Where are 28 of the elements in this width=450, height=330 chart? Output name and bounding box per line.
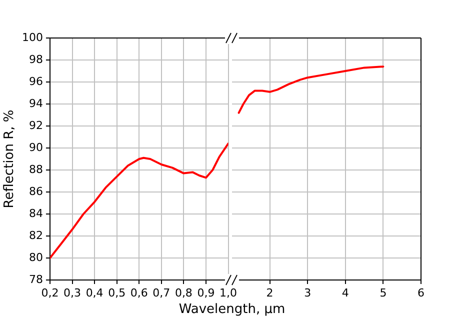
x-tick-label: 0,2 — [41, 286, 59, 300]
y-tick-label: 80 — [29, 250, 43, 264]
x-tick-label: 0,7 — [152, 286, 170, 300]
x-tick-label: 0,9 — [197, 286, 215, 300]
x-tick-label: 3 — [304, 286, 312, 300]
x-tick-label: 0,3 — [64, 286, 82, 300]
y-tick-label: 84 — [29, 206, 43, 220]
x-tick-label: 6 — [418, 286, 424, 300]
x-tick-label: 0,5 — [108, 286, 126, 300]
x-tick-label: 0,8 — [174, 286, 192, 300]
y-tick-label: 82 — [29, 228, 43, 242]
x-tick-label: 0,6 — [130, 286, 148, 300]
x-tick-label: 4 — [342, 286, 349, 300]
y-tick-label: 96 — [29, 74, 43, 88]
y-tick-label: 92 — [29, 118, 43, 132]
x-tick-label: 1,0 — [220, 286, 238, 300]
y-tick-label: 88 — [29, 162, 43, 176]
y-tick-label: 100 — [22, 30, 43, 44]
y-tick-label: 90 — [29, 140, 43, 154]
y-tick-label: 78 — [29, 272, 43, 286]
y-tick-label: 86 — [29, 184, 43, 198]
y-axis-title: Reflection R, % — [2, 110, 18, 208]
x-tick-label: 2 — [266, 286, 274, 300]
y-tick-label: 98 — [29, 52, 43, 66]
x-tick-label: 5 — [380, 286, 387, 300]
x-axis-title: Wavelength, µm — [178, 302, 286, 317]
x-tick-label: 0,4 — [86, 286, 104, 300]
y-tick-label: 94 — [29, 96, 43, 110]
